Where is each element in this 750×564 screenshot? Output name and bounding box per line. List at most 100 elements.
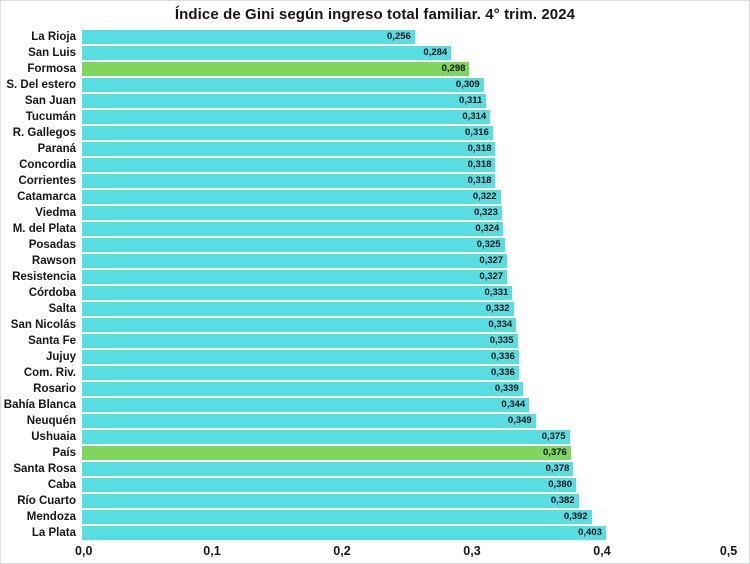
value-label: 0,327	[479, 271, 504, 282]
bar-row: Tucumán 0,314	[1, 109, 749, 125]
bar-track: 0,375	[82, 430, 732, 444]
category-label: Rosario	[33, 383, 76, 395]
bar: 0,327	[82, 254, 508, 268]
category-label: Viedma	[35, 207, 76, 219]
category-label: Jujuy	[45, 351, 76, 363]
bar: 0,311	[82, 94, 487, 108]
category-label: Ushuaia	[31, 431, 76, 443]
bar-highlighted: 0,298	[82, 62, 470, 76]
bar-row: Rosario 0,339	[1, 381, 749, 397]
bar: 0,323	[82, 206, 502, 220]
x-axis-tick: 0,5	[719, 544, 738, 558]
value-label: 0,332	[485, 303, 510, 314]
bar-row: Bahía Blanca 0,344	[1, 397, 749, 413]
bar-row: Corrientes 0,318	[1, 173, 749, 189]
bar-row: Salta 0,332	[1, 301, 749, 317]
category-label: San Nicolás	[10, 319, 76, 331]
bar-track: 0,309	[82, 78, 732, 92]
category-label: Santa Rosa	[13, 463, 76, 475]
value-label: 0,318	[467, 159, 492, 170]
bar-track: 0,318	[82, 174, 732, 188]
value-label: 0,327	[479, 255, 504, 266]
bar-row: Neuquén 0,349	[1, 413, 749, 429]
category-label: Corrientes	[18, 175, 76, 187]
value-label: 0,334	[488, 319, 513, 330]
bar-track: 0,331	[82, 286, 732, 300]
value-label: 0,403	[578, 527, 602, 538]
value-label: 0,298	[441, 63, 466, 74]
category-label: Córdoba	[28, 287, 76, 299]
bar-row: País 0,376	[1, 445, 749, 461]
bar-row: La Plata 0,403	[1, 525, 749, 541]
bar: 0,335	[82, 334, 518, 348]
x-axis-tick: 0,0	[75, 544, 93, 558]
category-label: Santa Fe	[28, 335, 76, 347]
chart-title: Índice de Gini según ingreso total famil…	[174, 6, 576, 23]
bar: 0,392	[82, 510, 592, 524]
x-axis-tick: 0,4	[593, 544, 611, 558]
bar-track: 0,323	[82, 206, 732, 220]
category-label: S. Del estero	[6, 79, 76, 91]
bar-row: Río Cuarto 0,382	[1, 493, 749, 509]
value-label: 0,309	[455, 79, 480, 90]
value-label: 0,331	[484, 287, 509, 298]
value-label: 0,380	[548, 479, 572, 490]
bar-row: Santa Rosa 0,378	[1, 461, 749, 477]
bar: 0,349	[82, 414, 536, 428]
plot-area: La Rioja 0,256 San Luis 0,284 Formosa 0,298 S.…	[1, 29, 749, 541]
bar-track: 0,336	[82, 366, 732, 380]
bar-row: Mendoza 0,392	[1, 509, 749, 525]
bar-track: 0,344	[82, 398, 732, 412]
bar: 0,325	[82, 238, 505, 252]
value-label: 0,335	[489, 335, 514, 346]
bar-track: 0,335	[82, 334, 732, 348]
category-label: Neuquén	[26, 415, 76, 427]
bar-row: Rawson 0,327	[1, 253, 749, 269]
value-label: 0,344	[501, 399, 526, 410]
bar-track: 0,327	[82, 270, 732, 284]
value-label: 0,314	[462, 111, 487, 122]
bar-row: Caba 0,380	[1, 477, 749, 493]
category-label: Bahía Blanca	[3, 399, 76, 411]
bar: 0,314	[82, 110, 491, 124]
bar: 0,316	[82, 126, 493, 140]
bar-row: Jujuy 0,336	[1, 349, 749, 365]
value-label: 0,311	[459, 95, 483, 106]
category-label: Formosa	[27, 63, 76, 75]
bar-highlighted: 0,376	[82, 446, 571, 460]
category-label: Caba	[47, 479, 76, 491]
value-label: 0,336	[491, 351, 515, 362]
bar-track: 0,380	[82, 478, 732, 492]
bar-track: 0,324	[82, 222, 732, 236]
bar: 0,378	[82, 462, 574, 476]
category-label: Rawson	[31, 255, 76, 267]
bar-track: 0,403	[82, 526, 732, 540]
bar-row: S. Del estero 0,309	[1, 77, 749, 93]
bar-track: 0,318	[82, 158, 732, 172]
bar-track: 0,325	[82, 238, 732, 252]
bar: 0,336	[82, 350, 519, 364]
bar-track: 0,284	[82, 46, 732, 60]
bar: 0,318	[82, 142, 496, 156]
category-label: Catamarca	[17, 191, 76, 203]
bar: 0,331	[82, 286, 513, 300]
category-label: Tucumán	[25, 111, 76, 123]
bar-row: Resistencia 0,327	[1, 269, 749, 285]
bar-row: Ushuaia 0,375	[1, 429, 749, 445]
bar-track: 0,318	[82, 142, 732, 156]
bar: 0,380	[82, 478, 576, 492]
bar-row: Formosa 0,298	[1, 61, 749, 77]
category-label: M. del Plata	[12, 223, 76, 235]
bar: 0,339	[82, 382, 523, 396]
value-label: 0,318	[467, 175, 492, 186]
bar-track: 0,316	[82, 126, 732, 140]
bar: 0,327	[82, 270, 508, 284]
bar: 0,318	[82, 174, 496, 188]
bar-row: Com. Riv. 0,336	[1, 365, 749, 381]
bar: 0,403	[82, 526, 606, 540]
value-label: 0,322	[472, 191, 497, 202]
bar: 0,382	[82, 494, 579, 508]
x-axis-tick: 0,2	[333, 544, 351, 558]
bar-row: Posadas 0,325	[1, 237, 749, 253]
